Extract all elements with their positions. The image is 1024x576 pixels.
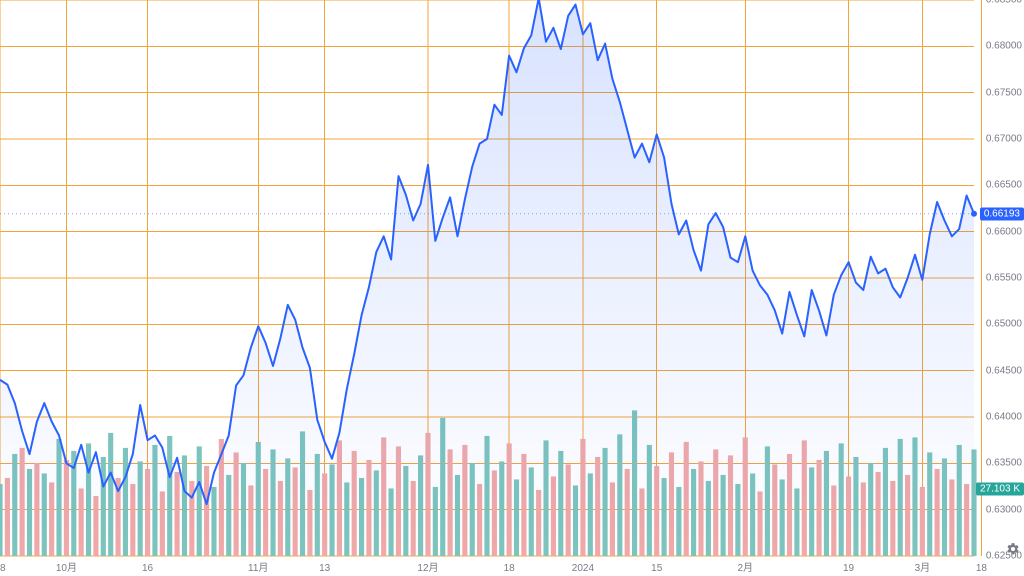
labels-overlay: 0.625000.630000.635000.640000.645000.650…	[0, 0, 1024, 576]
x-axis-tick-label: 2024	[572, 563, 594, 574]
y-axis-tick-label: 0.63500	[986, 458, 1022, 469]
y-axis-tick-label: 0.66500	[986, 180, 1022, 191]
x-axis-tick-label: 16	[142, 563, 153, 574]
x-axis-tick-label: 12月	[417, 559, 438, 574]
y-axis-tick-label: 0.68500	[986, 0, 1022, 6]
y-axis-tick-label: 0.68000	[986, 41, 1022, 52]
volume-badge: 27.103 K	[976, 483, 1024, 496]
price-chart[interactable]: 0.625000.630000.635000.640000.645000.650…	[0, 0, 1024, 576]
x-axis-tick-label: 19	[843, 563, 854, 574]
gear-icon	[1006, 542, 1020, 556]
x-axis-tick-label: 18	[976, 563, 987, 574]
x-axis-tick-label: 10月	[56, 559, 77, 574]
chart-settings-icon[interactable]	[1006, 542, 1020, 556]
x-axis-tick-label: 15	[651, 563, 662, 574]
x-axis-tick-label: 18	[504, 563, 515, 574]
y-axis-tick-label: 0.65500	[986, 273, 1022, 284]
x-axis-tick-label: 13	[319, 563, 330, 574]
last-price-badge: 0.66193	[980, 207, 1024, 220]
y-axis-tick-label: 0.67500	[986, 87, 1022, 98]
y-axis-tick-label: 0.64000	[986, 412, 1022, 423]
x-axis-tick-label: 2月	[737, 559, 753, 574]
y-axis-tick-label: 0.65000	[986, 319, 1022, 330]
x-axis-tick-label: 3月	[915, 559, 931, 574]
x-axis-tick-label: 11月	[248, 559, 268, 574]
y-axis-tick-label: 0.63000	[986, 504, 1022, 515]
y-axis-tick-label: 0.66000	[986, 226, 1022, 237]
x-axis-tick-label: 18	[0, 563, 6, 574]
y-axis-tick-label: 0.67000	[986, 134, 1022, 145]
y-axis-tick-label: 0.64500	[986, 365, 1022, 376]
